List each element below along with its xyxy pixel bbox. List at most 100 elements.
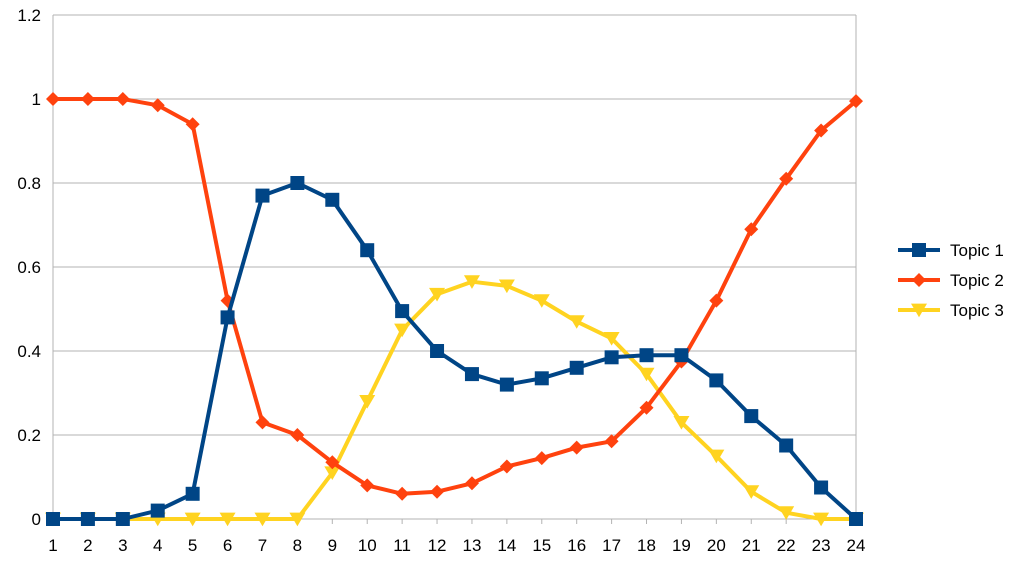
legend-item: Topic 1 (898, 241, 1004, 260)
x-tick-label: 5 (188, 536, 197, 555)
data-point-marker (639, 400, 654, 415)
data-point-marker (709, 293, 724, 308)
series-topic-2 (46, 92, 863, 501)
data-point-marker (290, 428, 305, 442)
y-tick-label: 1 (32, 90, 41, 109)
data-point-marker (568, 315, 585, 329)
data-point-marker (464, 367, 479, 382)
data-point-marker (185, 117, 200, 132)
series-topic-1 (46, 176, 863, 526)
data-point-marker (184, 512, 201, 527)
y-tick-label: 0.6 (17, 258, 41, 277)
data-point-marker (604, 434, 619, 449)
data-point-marker (80, 92, 95, 106)
data-point-marker (569, 360, 584, 375)
x-tick-label: 14 (497, 536, 516, 555)
x-tick-label: 17 (602, 536, 621, 555)
data-point-marker (255, 415, 270, 430)
data-point-marker (744, 222, 759, 237)
x-tick-label: 13 (462, 536, 481, 555)
data-point-marker (325, 455, 340, 470)
legend: Topic 1 Topic 2 Topic 3 (898, 241, 1004, 320)
x-tick-label: 12 (428, 536, 447, 555)
axis-layer: 00.20.40.60.811.21 2 3 4 5 6 7 8 9 10 11 12 13 14 15 16… (17, 6, 865, 555)
x-tick-label: 9 (328, 536, 337, 555)
x-tick-label: 18 (637, 536, 656, 555)
data-point-marker (395, 486, 410, 501)
data-point-marker (325, 192, 340, 207)
data-point-marker (115, 92, 130, 106)
data-point-marker (638, 367, 655, 382)
x-tick-label: 3 (118, 536, 127, 555)
data-point-marker (430, 484, 445, 499)
x-tick-label: 15 (532, 536, 551, 555)
data-point-marker (709, 373, 724, 388)
x-tick-label: 4 (153, 536, 162, 555)
data-point-marker (744, 409, 759, 424)
data-point-marker (498, 279, 515, 294)
data-point-marker (779, 438, 794, 453)
data-point-marker (499, 377, 514, 392)
data-point-marker (604, 350, 619, 365)
data-point-marker (813, 512, 830, 527)
data-point-marker (533, 294, 550, 308)
data-point-marker (359, 395, 376, 409)
x-tick-label: 11 (393, 536, 411, 555)
legend-label: Topic 1 (950, 241, 1004, 260)
data-point-marker (534, 371, 549, 386)
x-tick-label: 6 (223, 536, 232, 555)
data-point-marker (849, 94, 863, 109)
data-point-marker (290, 176, 305, 190)
data-point-marker (911, 303, 927, 318)
data-point-marker (743, 485, 760, 499)
y-tick-label: 0.2 (17, 426, 41, 445)
x-tick-label: 16 (567, 536, 586, 555)
x-tick-label: 7 (258, 536, 267, 555)
data-point-marker (360, 478, 375, 493)
x-tick-label: 1 (48, 536, 57, 555)
legend-item: Topic 2 (898, 271, 1004, 290)
data-point-marker (464, 476, 479, 491)
data-point-marker (115, 512, 130, 526)
data-point-marker (289, 512, 306, 527)
data-point-marker (220, 310, 235, 325)
data-point-marker (534, 451, 549, 466)
data-point-marker (324, 466, 341, 480)
legend-label: Topic 2 (950, 271, 1004, 290)
data-point-marker (255, 188, 270, 203)
y-tick-label: 0 (32, 510, 41, 529)
data-point-marker (778, 506, 795, 520)
data-point-marker (673, 416, 690, 430)
data-point-marker (150, 98, 165, 113)
data-point-marker (46, 92, 60, 106)
data-point-marker (814, 480, 829, 495)
data-point-marker (150, 503, 165, 518)
series-layer (45, 92, 864, 527)
data-point-marker (499, 459, 514, 474)
data-point-marker (912, 273, 926, 287)
x-tick-label: 20 (707, 536, 726, 555)
x-tick-label: 24 (847, 536, 866, 555)
data-point-marker (569, 440, 584, 455)
data-point-marker (708, 449, 725, 464)
data-point-marker (46, 512, 60, 526)
data-point-marker (254, 512, 271, 527)
data-point-marker (429, 287, 446, 302)
y-tick-label: 1.2 (17, 6, 41, 25)
grid-layer (52, 14, 857, 520)
legend-label: Topic 3 (950, 301, 1004, 320)
y-tick-label: 0.4 (17, 342, 41, 361)
data-point-marker (395, 304, 410, 319)
data-point-marker (430, 344, 445, 358)
data-point-marker (849, 512, 863, 526)
data-point-marker (219, 512, 236, 527)
y-tick-label: 0.8 (17, 174, 41, 193)
data-point-marker (779, 171, 794, 186)
series-line (53, 97, 858, 496)
data-point-marker (674, 348, 689, 363)
series-line (53, 279, 856, 521)
data-point-marker (463, 275, 480, 289)
x-tick-label: 21 (742, 536, 761, 555)
x-tick-label: 8 (293, 536, 302, 555)
